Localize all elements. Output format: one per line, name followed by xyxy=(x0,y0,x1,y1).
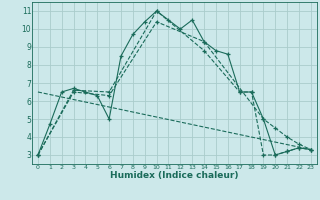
X-axis label: Humidex (Indice chaleur): Humidex (Indice chaleur) xyxy=(110,171,239,180)
